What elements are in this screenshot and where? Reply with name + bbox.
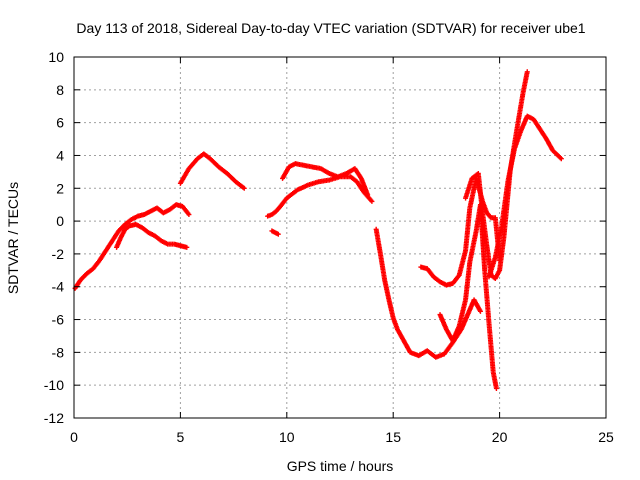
data-series-3 [177, 151, 247, 191]
x-tick-label: 25 [598, 429, 614, 445]
data-point [365, 192, 371, 198]
x-tick-label: 20 [492, 429, 508, 445]
x-tick-label: 0 [70, 429, 78, 445]
data-point [558, 156, 564, 162]
y-tick-label: -4 [52, 279, 65, 295]
data-point [275, 231, 281, 237]
data-point [184, 244, 190, 250]
y-tick-label: 0 [56, 213, 64, 229]
y-tick-label: -2 [52, 246, 65, 262]
y-tick-label: 4 [56, 147, 64, 163]
data-point [477, 308, 483, 314]
data-series-2 [114, 221, 190, 250]
grid-lines [74, 57, 606, 418]
data-point [524, 69, 530, 75]
data-series-11 [486, 113, 564, 280]
y-axis-label: SDTVAR / TECUs [5, 182, 21, 294]
data-series-6 [280, 161, 371, 198]
data-series-9 [437, 202, 499, 391]
chart-title: Day 113 of 2018, Sidereal Day-to-day VTE… [76, 20, 585, 36]
data-point [369, 198, 375, 204]
data-series-1 [72, 202, 192, 291]
data-series [72, 69, 564, 391]
y-tick-label: -6 [52, 312, 65, 328]
axis-ticks: 0 5 10 15 20 25 -12 -10 -8 -6 -4 -2 0 2 4 6 8 10 [44, 49, 614, 445]
y-tick-label: 8 [56, 82, 64, 98]
y-tick-label: 2 [56, 180, 64, 196]
data-point [186, 212, 192, 218]
data-series-4 [265, 174, 375, 219]
data-point [241, 185, 247, 191]
x-tick-label: 15 [385, 429, 401, 445]
data-point [493, 385, 499, 391]
y-tick-label: 6 [56, 115, 64, 131]
data-series-5 [269, 228, 281, 237]
x-tick-label: 5 [177, 429, 185, 445]
y-tick-label: -8 [52, 344, 65, 360]
y-tick-label: -10 [44, 377, 64, 393]
y-tick-label: -12 [44, 410, 64, 426]
y-tick-label: 10 [48, 49, 64, 65]
plot-frame [73, 56, 607, 419]
x-tick-label: 10 [279, 429, 295, 445]
x-axis-label: GPS time / hours [287, 458, 394, 474]
